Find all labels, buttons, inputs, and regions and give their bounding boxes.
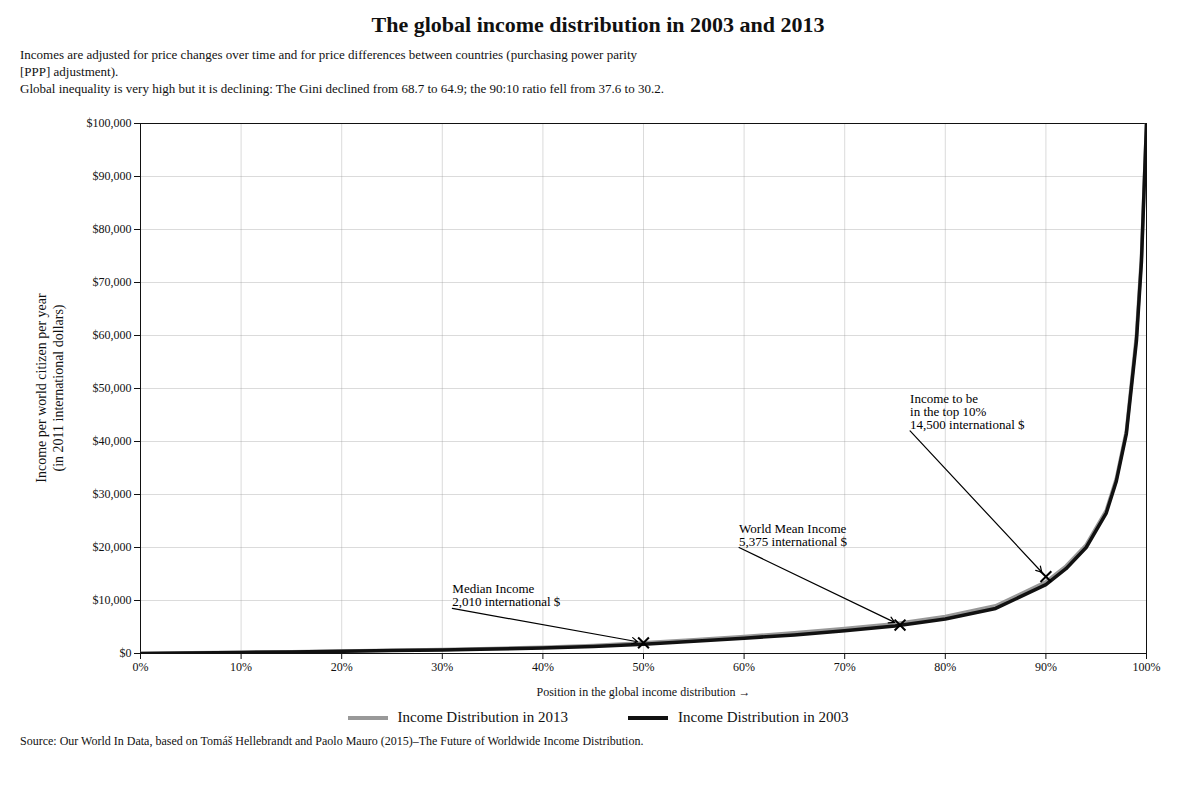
svg-text:$0: $0 (120, 646, 132, 660)
svg-text:50%: 50% (633, 660, 655, 674)
svg-text:$30,000: $30,000 (93, 487, 132, 501)
svg-text:70%: 70% (834, 660, 856, 674)
svg-text:Median Income2,010 internation: Median Income2,010 international $ (452, 581, 560, 609)
svg-text:10%: 10% (230, 660, 252, 674)
svg-text:$100,000: $100,000 (87, 116, 132, 130)
svg-text:100%: 100% (1133, 660, 1161, 674)
svg-text:$70,000: $70,000 (93, 275, 132, 289)
svg-text:$90,000: $90,000 (93, 169, 132, 183)
html-text:The global income distribution: The global income distribution in 2003 a… (371, 12, 825, 37)
svg-text:20%: 20% (331, 660, 353, 674)
svg-text:0%: 0% (133, 660, 149, 674)
svg-text:$40,000: $40,000 (93, 434, 132, 448)
svg-text:$50,000: $50,000 (93, 381, 132, 395)
svg-text:$60,000: $60,000 (93, 328, 132, 342)
svg-text:60%: 60% (733, 660, 755, 674)
html-text:Income per world citizen per y: Income per world citizen per year (in 20… (34, 293, 66, 483)
svg-text:$80,000: $80,000 (93, 222, 132, 236)
svg-text:30%: 30% (431, 660, 453, 674)
svg-text:World Mean Income5,375 interna: World Mean Income5,375 international $ (739, 521, 847, 549)
html-text:[PPP] adjustment).: [PPP] adjustment). (20, 64, 119, 79)
html-text:Income Distribution in 2003: Income Distribution in 2003 (678, 709, 849, 725)
svg-text:80%: 80% (934, 660, 956, 674)
svg-text:$20,000: $20,000 (93, 540, 132, 554)
svg-text:$10,000: $10,000 (93, 593, 132, 607)
html-text:Incomes are adjusted for price: Incomes are adjusted for price changes o… (20, 47, 637, 62)
svg-text:90%: 90% (1035, 660, 1057, 674)
svg-text:40%: 40% (532, 660, 554, 674)
html-text:Global inequality is very high: Global inequality is very high but it is… (20, 81, 664, 96)
html-text:Income Distribution in 2013: Income Distribution in 2013 (397, 709, 568, 725)
svg-text:Income to bein the top 10%14,5: Income to bein the top 10%14,500 interna… (910, 391, 1025, 432)
html-text:Source: Our World In Data, bas: Source: Our World In Data, based on Tomá… (20, 734, 644, 748)
svg-text:Position in the global income: Position in the global income distributi… (537, 685, 751, 699)
